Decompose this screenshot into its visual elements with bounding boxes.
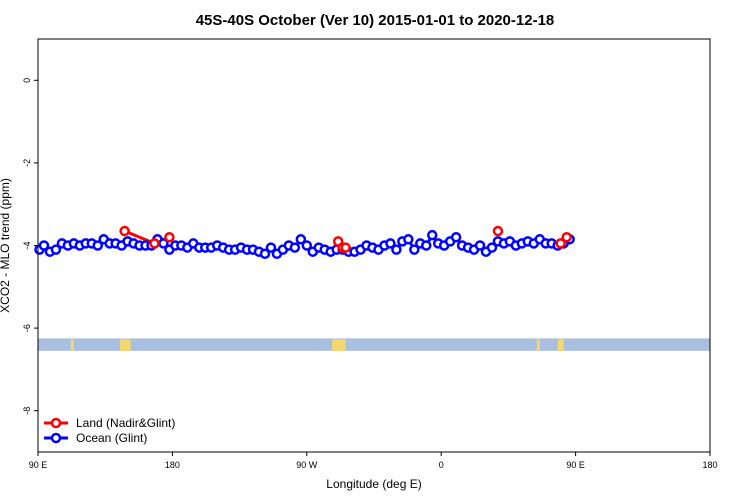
ocean-data-point [259, 248, 271, 260]
legend-entry-label: Ocean (Glint) [76, 431, 147, 445]
land-data-point [555, 238, 566, 249]
x-tick-label: 90 E [566, 460, 585, 470]
x-tick-label: 180 [702, 460, 717, 470]
ocean-data-point [289, 242, 301, 253]
y-axis-label: XCO2 - MLO trend (ppm) [0, 178, 12, 313]
ocean-data-point [295, 234, 307, 245]
legend-swatch-marker [50, 417, 62, 429]
land-band-segment [536, 339, 540, 351]
legend: Land (Nadir&Glint)Ocean (Glint) [44, 416, 175, 445]
x-tick-label: 180 [165, 460, 180, 470]
x-tick-label: 90 W [296, 460, 318, 470]
ocean-data-point [38, 240, 50, 251]
land-band-segment [120, 339, 131, 351]
ocean-data-point [474, 240, 486, 251]
ocean-data-point [403, 234, 414, 245]
ocean-data-point [385, 238, 396, 249]
x-tick-label: 0 [439, 460, 444, 470]
ocean-data-point [391, 244, 402, 255]
ocean-data-point [421, 240, 432, 251]
land-data-point [149, 238, 160, 249]
y-tick-label: -4 [22, 241, 32, 249]
ocean-data-point [486, 242, 498, 253]
legend-entry-label: Land (Nadir&Glint) [76, 416, 175, 430]
land-band-segment [332, 339, 346, 351]
y-tick-label: -6 [22, 324, 32, 332]
y-axis: 0 -2 -4 -6 -8 [22, 78, 38, 415]
ocean-data-point [265, 242, 277, 253]
ocean-data-point [409, 244, 420, 255]
ocean-data-point [450, 231, 462, 243]
ocean-data-point [426, 229, 438, 241]
land-data-point [119, 225, 130, 237]
chart-title: 45S-40S October (Ver 10) 2015-01-01 to 2… [196, 12, 555, 29]
ocean-data-point [301, 240, 313, 251]
y-tick-label: -8 [22, 407, 32, 415]
ocean-band [38, 338, 710, 351]
land-ocean-mask-band [38, 338, 710, 351]
land-band-segment [557, 339, 564, 351]
y-tick-label: 0 [22, 78, 32, 83]
x-tick-label: 90 E [29, 460, 48, 470]
x-axis-label: Longitude (deg E) [326, 477, 421, 491]
ocean-data-point [50, 244, 62, 255]
legend-swatch-marker [50, 432, 62, 444]
series-layer [34, 225, 575, 260]
ocean-data-point [92, 240, 103, 251]
x-axis: 90 E 180 90 W 0 90 E 180 [29, 452, 718, 470]
land-data-point [492, 225, 504, 237]
land-data-point [340, 242, 351, 253]
land-band-segment [70, 339, 74, 351]
y-tick-label: -2 [22, 159, 32, 167]
land-data-point [561, 231, 572, 243]
land-data-point [164, 231, 175, 243]
